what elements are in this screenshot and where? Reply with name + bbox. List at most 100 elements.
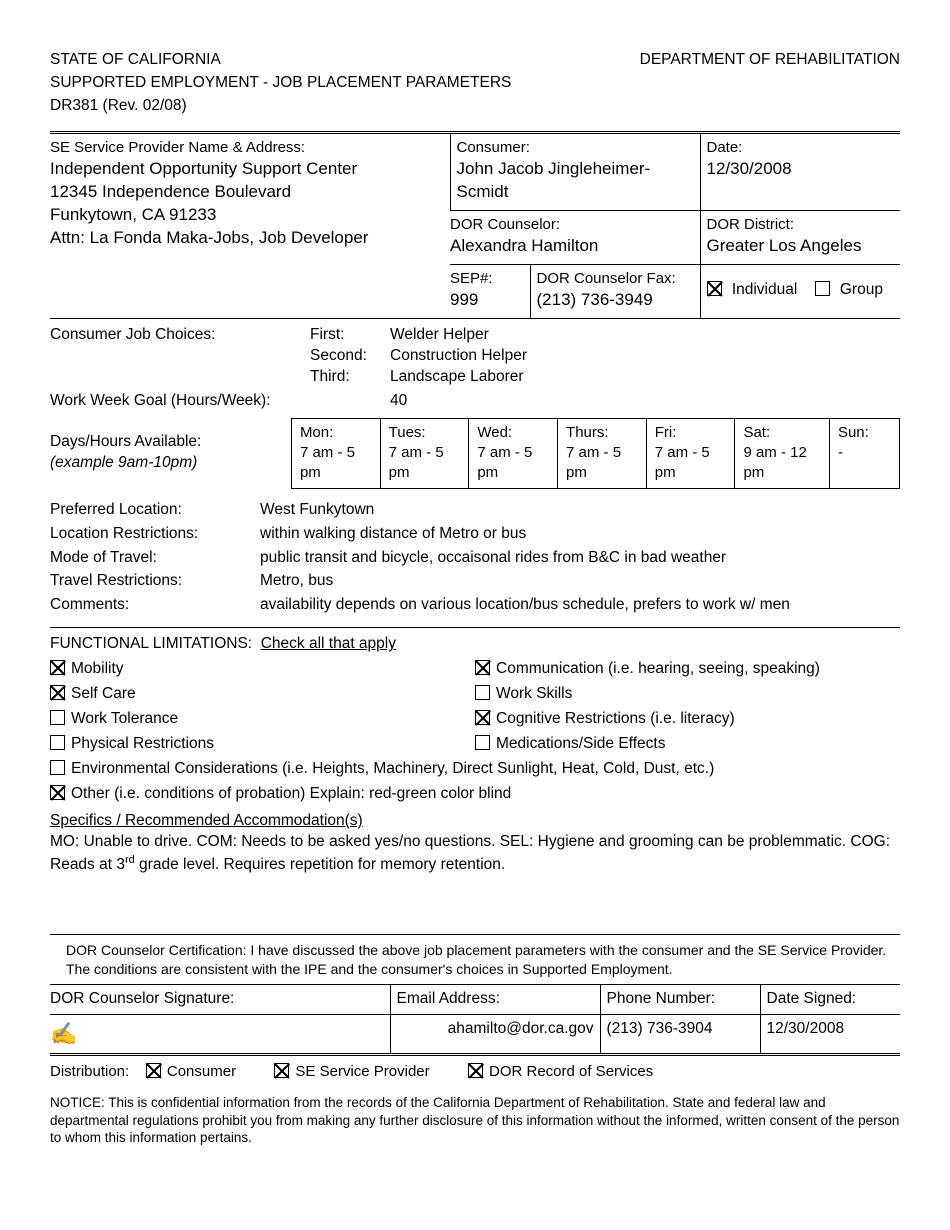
- chk-cognitive[interactable]: [475, 710, 490, 725]
- lbl-communication: Communication (i.e. hearing, seeing, spe…: [496, 660, 820, 677]
- sig-email: ahamilto@dor.ca.gov: [390, 1015, 600, 1053]
- group-checkbox[interactable]: [815, 281, 830, 296]
- sep-label: SEP#:: [450, 269, 522, 289]
- sched-wed-hr: 7 am - 5 pm: [477, 444, 532, 481]
- comments-label: Comments:: [50, 595, 260, 616]
- workweek-label: Work Week Goal (Hours/Week):: [50, 391, 390, 412]
- chk-selfcare[interactable]: [50, 685, 65, 700]
- provider-label: SE Service Provider Name & Address:: [50, 138, 442, 158]
- chk-physical[interactable]: [50, 735, 65, 750]
- chk-medications[interactable]: [475, 735, 490, 750]
- func-sub: Check all that apply: [261, 635, 396, 652]
- chk-mobility[interactable]: [50, 660, 65, 675]
- sig-h2: Email Address:: [390, 985, 600, 1014]
- choice-second-label: Second:: [310, 346, 390, 367]
- travrestr-label: Travel Restrictions:: [50, 571, 260, 592]
- lbl-physical: Physical Restrictions: [71, 735, 214, 752]
- sched-wed-day: Wed:: [477, 424, 512, 441]
- sig-phone: (213) 736-3904: [600, 1015, 760, 1053]
- accom-heading: Specifics / Recommended Accommodation(s): [50, 811, 900, 832]
- header-row: STATE OF CALIFORNIA DEPARTMENT OF REHABI…: [50, 50, 900, 71]
- sep-value: 999: [450, 289, 522, 312]
- fax-value: (213) 736-3949: [537, 289, 692, 312]
- provider-line2: 12345 Independence Boulevard: [50, 181, 442, 204]
- chk-environmental[interactable]: [50, 760, 65, 775]
- counselor-value: Alexandra Hamilton: [450, 235, 692, 258]
- dist-consumer: Consumer: [167, 1063, 236, 1080]
- signature-table: DOR Counselor Signature: Email Address: …: [50, 985, 900, 1053]
- workweek-value: 40: [390, 391, 407, 412]
- top-info-table: SE Service Provider Name & Address: Inde…: [50, 134, 900, 320]
- chk-communication[interactable]: [475, 660, 490, 675]
- lbl-cognitive: Cognitive Restrictions (i.e. literacy): [496, 710, 735, 727]
- date-value: 12/30/2008: [707, 158, 893, 181]
- sched-sun-hr: -: [838, 444, 843, 461]
- schedule-example: (example 9am-10pm): [50, 453, 271, 474]
- sched-mon-day: Mon:: [300, 424, 333, 441]
- choice-third: Landscape Laborer: [390, 368, 524, 385]
- provider-line3: Funkytown, CA 91233: [50, 204, 442, 227]
- group-label: Group: [840, 281, 883, 298]
- choice-first: Welder Helper: [390, 326, 489, 343]
- locrestr-label: Location Restrictions:: [50, 524, 260, 545]
- accom-text: MO: Unable to drive. COM: Needs to be as…: [50, 832, 900, 876]
- sched-sat-day: Sat:: [743, 424, 770, 441]
- travrestr-value: Metro, bus: [260, 571, 900, 592]
- lbl-workskills: Work Skills: [496, 685, 572, 702]
- provider-line1: Independent Opportunity Support Center: [50, 158, 442, 181]
- choices-header: Consumer Job Choices:: [50, 325, 310, 388]
- mode-label: Mode of Travel:: [50, 548, 260, 569]
- header-state: STATE OF CALIFORNIA: [50, 50, 221, 71]
- distribution-row: Distribution: Consumer SE Service Provid…: [50, 1062, 900, 1082]
- header-title: SUPPORTED EMPLOYMENT - JOB PLACEMENT PAR…: [50, 73, 900, 94]
- sched-tue-day: Tues:: [389, 424, 426, 441]
- dist-record: DOR Record of Services: [489, 1063, 653, 1080]
- consumer-label: Consumer:: [457, 138, 692, 158]
- choice-first-label: First:: [310, 325, 390, 346]
- chk-workskills[interactable]: [475, 685, 490, 700]
- lbl-selfcare: Self Care: [71, 685, 136, 702]
- fax-label: DOR Counselor Fax:: [537, 269, 692, 289]
- func-heading: FUNCTIONAL LIMITATIONS:: [50, 635, 252, 652]
- sched-sat-hr: 9 am - 12 pm: [743, 444, 806, 481]
- chk-dist-provider[interactable]: [274, 1063, 289, 1078]
- district-label: DOR District:: [707, 215, 893, 235]
- lbl-medications: Medications/Side Effects: [496, 735, 665, 752]
- notice-text: NOTICE: This is confidential information…: [50, 1094, 900, 1146]
- header-dept: DEPARTMENT OF REHABILITATION: [640, 50, 900, 71]
- mode-value: public transit and bicycle, occaisonal r…: [260, 548, 900, 569]
- individual-checkbox[interactable]: [707, 281, 722, 296]
- sched-thu-hr: 7 am - 5 pm: [566, 444, 621, 481]
- chk-other[interactable]: [50, 785, 65, 800]
- lbl-mobility: Mobility: [71, 660, 124, 677]
- schedule-table: Mon: 7 am - 5 pm Tues: 7 am - 5 pm Wed: 7 a…: [291, 418, 900, 489]
- sig-date: 12/30/2008: [760, 1015, 900, 1053]
- choice-third-label: Third:: [310, 367, 390, 388]
- lbl-environmental: Environmental Considerations (i.e. Heigh…: [71, 760, 714, 777]
- counselor-label: DOR Counselor:: [450, 215, 692, 235]
- date-label: Date:: [707, 138, 893, 158]
- prefloc-value: West Funkytown: [260, 500, 900, 521]
- provider-line4: Attn: La Fonda Maka-Jobs, Job Developer: [50, 227, 442, 250]
- sched-mon-hr: 7 am - 5 pm: [300, 444, 355, 481]
- sched-fri-hr: 7 am - 5 pm: [655, 444, 710, 481]
- sig-h4: Date Signed:: [760, 985, 900, 1014]
- sched-tue-hr: 7 am - 5 pm: [389, 444, 444, 481]
- comments-value: availability depends on various location…: [260, 595, 900, 616]
- locrestr-value: within walking distance of Metro or bus: [260, 524, 900, 545]
- individual-label: Individual: [732, 281, 798, 298]
- header-formno: DR381 (Rev. 02/08): [50, 96, 900, 117]
- func-grid: Mobility Communication (i.e. hearing, se…: [50, 659, 900, 805]
- sched-fri-day: Fri:: [655, 424, 677, 441]
- lbl-other: Other (i.e. conditions of probation) Exp…: [71, 785, 511, 802]
- sched-sun-day: Sun:: [838, 424, 869, 441]
- chk-dist-consumer[interactable]: [146, 1063, 161, 1078]
- prefloc-label: Preferred Location:: [50, 500, 260, 521]
- chk-dist-record[interactable]: [468, 1063, 483, 1078]
- signature-icon: ✍: [50, 1021, 77, 1046]
- chk-worktolerance[interactable]: [50, 710, 65, 725]
- certification-text: DOR Counselor Certification: I have disc…: [50, 935, 900, 986]
- schedule-label: Days/Hours Available:: [50, 432, 271, 453]
- sched-thu-day: Thurs:: [566, 424, 609, 441]
- choice-second: Construction Helper: [390, 347, 527, 364]
